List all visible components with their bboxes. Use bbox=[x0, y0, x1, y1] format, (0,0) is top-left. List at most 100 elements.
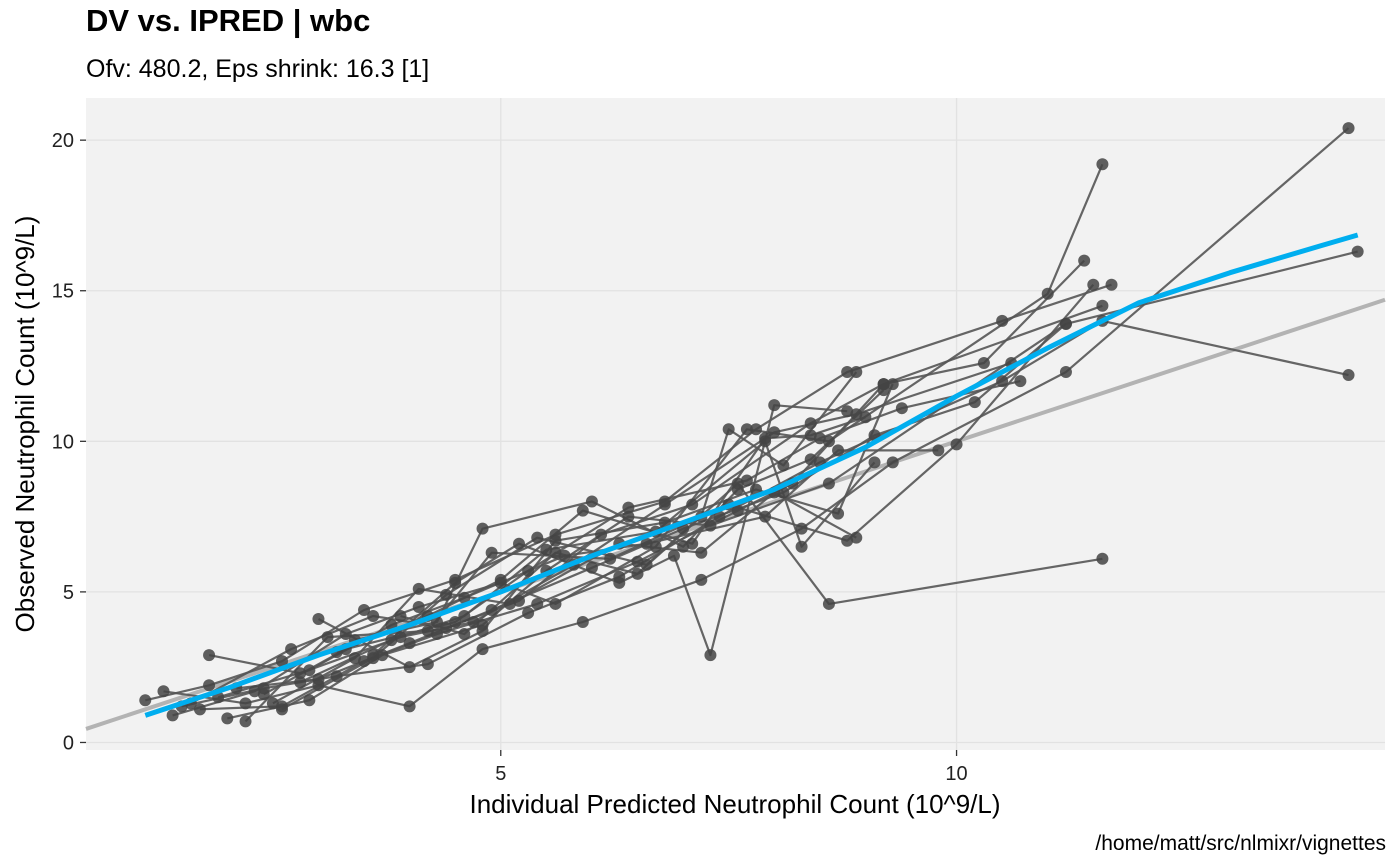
data-point bbox=[412, 582, 425, 595]
chart-subtitle: Ofv: 480.2, Eps shrink: 16.3 [1] bbox=[86, 55, 429, 83]
data-point bbox=[1041, 287, 1054, 300]
data-point bbox=[795, 522, 808, 535]
data-point bbox=[294, 667, 307, 680]
data-point bbox=[841, 366, 854, 379]
data-point bbox=[804, 417, 817, 430]
data-point bbox=[713, 510, 726, 523]
data-point bbox=[275, 655, 288, 668]
data-point bbox=[421, 658, 434, 671]
data-point bbox=[485, 603, 498, 616]
data-point bbox=[394, 609, 407, 622]
data-point bbox=[348, 652, 361, 665]
data-point bbox=[850, 531, 863, 544]
data-point bbox=[1059, 317, 1072, 330]
data-point bbox=[822, 435, 835, 448]
data-point bbox=[841, 534, 854, 547]
data-point bbox=[1096, 158, 1109, 171]
data-point bbox=[631, 567, 644, 580]
data-point bbox=[667, 549, 680, 562]
data-point bbox=[886, 378, 899, 391]
data-point bbox=[750, 423, 763, 436]
data-point bbox=[585, 561, 598, 574]
data-point bbox=[613, 576, 626, 589]
data-point bbox=[1059, 366, 1072, 379]
data-point bbox=[841, 405, 854, 418]
data-point bbox=[458, 628, 471, 641]
data-point bbox=[531, 597, 544, 610]
data-point bbox=[996, 375, 1009, 388]
data-points-layer bbox=[139, 122, 1364, 728]
subject-line bbox=[272, 491, 857, 705]
y-tick-label: 5 bbox=[63, 582, 74, 604]
plot-panel bbox=[86, 98, 1385, 750]
data-point bbox=[266, 697, 279, 710]
data-point bbox=[449, 616, 462, 629]
data-point bbox=[503, 597, 516, 610]
data-point bbox=[403, 700, 416, 713]
data-point bbox=[531, 531, 544, 544]
caption: /home/matt/src/nlmixr/vignettes bbox=[1095, 832, 1386, 855]
y-axis-title: Observed Neutrophil Count (10^9/L) bbox=[10, 216, 40, 633]
subject-line bbox=[281, 482, 1103, 711]
data-point bbox=[458, 591, 471, 604]
data-point bbox=[376, 649, 389, 662]
data-point bbox=[303, 694, 316, 707]
y-tick-label: 20 bbox=[52, 130, 74, 152]
data-point bbox=[704, 649, 717, 662]
y-tick-label: 10 bbox=[52, 431, 74, 453]
data-point bbox=[312, 673, 325, 686]
data-point bbox=[458, 609, 471, 622]
data-point bbox=[549, 546, 562, 559]
data-point bbox=[850, 366, 863, 379]
subject-line bbox=[354, 389, 885, 642]
data-point bbox=[822, 597, 835, 610]
data-point bbox=[759, 432, 772, 445]
data-point bbox=[139, 694, 152, 707]
data-point bbox=[895, 402, 908, 415]
smooth-line bbox=[144, 232, 1359, 718]
data-point bbox=[412, 600, 425, 613]
data-point bbox=[540, 543, 553, 556]
data-point bbox=[595, 528, 608, 541]
data-point bbox=[640, 537, 653, 550]
data-point bbox=[622, 501, 635, 514]
data-point bbox=[859, 411, 872, 424]
data-point bbox=[549, 597, 562, 610]
data-point bbox=[339, 628, 352, 641]
data-point bbox=[868, 456, 881, 469]
x-tick-label: 10 bbox=[945, 763, 967, 785]
data-point bbox=[932, 444, 945, 457]
data-point bbox=[722, 423, 735, 436]
data-point bbox=[403, 637, 416, 650]
data-point bbox=[430, 628, 443, 641]
data-point bbox=[759, 510, 772, 523]
data-point bbox=[330, 670, 343, 683]
data-point bbox=[485, 546, 498, 559]
data-point bbox=[476, 522, 489, 535]
data-point bbox=[522, 606, 535, 619]
data-point bbox=[640, 558, 653, 571]
data-point bbox=[731, 483, 744, 496]
data-point bbox=[558, 549, 571, 562]
data-point bbox=[367, 649, 380, 662]
data-point bbox=[166, 709, 179, 722]
data-point bbox=[476, 643, 489, 656]
data-point bbox=[522, 564, 535, 577]
data-point bbox=[467, 616, 480, 629]
data-point bbox=[358, 655, 371, 668]
y-tick-label: 15 bbox=[52, 281, 74, 303]
data-point bbox=[813, 432, 826, 445]
y-tick-label: 0 bbox=[63, 732, 74, 754]
data-point bbox=[622, 510, 635, 523]
data-point bbox=[275, 703, 288, 716]
data-point bbox=[1078, 254, 1091, 267]
data-point bbox=[221, 712, 234, 725]
data-point bbox=[513, 594, 525, 607]
data-point bbox=[312, 612, 325, 625]
data-point bbox=[686, 498, 699, 511]
data-point bbox=[850, 408, 863, 421]
x-axis-title: Individual Predicted Neutrophil Count (1… bbox=[469, 789, 1000, 819]
data-point bbox=[248, 685, 261, 698]
data-point bbox=[768, 426, 781, 439]
